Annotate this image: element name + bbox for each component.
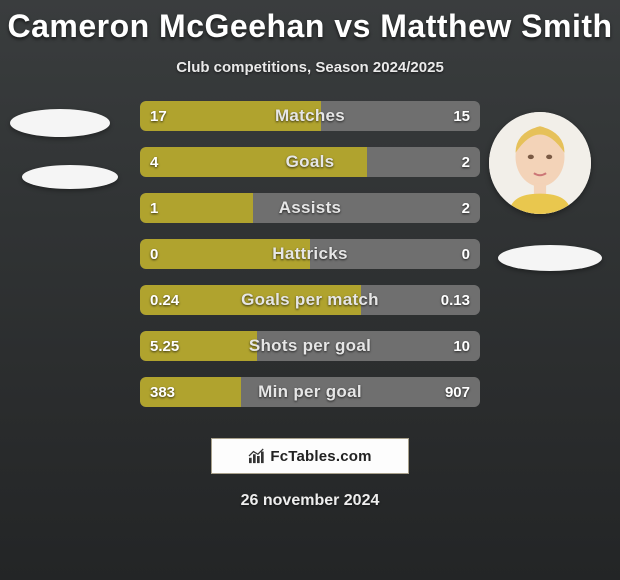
stat-value-left: 0.24 [150,285,179,315]
stat-row: Goals per match0.24 0.13 [140,285,480,315]
stat-value-left: 1 [150,193,158,223]
stat-label: Min per goal [140,377,480,407]
stat-value-left: 383 [150,377,175,407]
stat-row: Shots per goal5.25 10 [140,331,480,361]
stat-value-left: 4 [150,147,158,177]
player-right-avatar [489,112,591,214]
stat-value-right: 15 [453,101,470,131]
stat-row: Assists1 2 [140,193,480,223]
footer-date: 26 november 2024 [241,492,380,510]
stat-label: Shots per goal [140,331,480,361]
stat-bars: Matches1715Goals42Assists12Hattricks00Go… [140,101,480,423]
stat-value-right: 2 [462,193,470,223]
stat-value-right: 0.13 [441,285,470,315]
stat-label: Matches [140,101,480,131]
stat-value-left: 0 [150,239,158,269]
fctables-logo[interactable]: FcTables.com [211,438,409,474]
player-left-avatar-placeholder-top [10,109,110,137]
stat-label: Hattricks [140,239,480,269]
player-left-avatar-placeholder-bottom [22,165,118,189]
page-title: Cameron McGeehan vs Matthew Smith [7,8,612,45]
page-subtitle: Club competitions, Season 2024/2025 [176,59,444,76]
stat-label: Goals [140,147,480,177]
stat-value-right: 2 [462,147,470,177]
stat-row: Min per goal383 907 [140,377,480,407]
stat-value-right: 907 [445,377,470,407]
logo-text: FcTables.com [270,448,371,465]
logo-chart-icon [248,448,266,464]
stat-label: Assists [140,193,480,223]
stat-value-left: 5.25 [150,331,179,361]
stat-value-left: 17 [150,101,167,131]
player-right-badge-ellipse [498,245,602,271]
comparison-chart: Matches1715Goals42Assists12Hattricks00Go… [0,96,620,580]
stat-row: Hattricks0 0 [140,239,480,269]
stat-row: Goals4 2 [140,147,480,177]
stat-value-right: 0 [462,239,470,269]
stat-label: Goals per match [140,285,480,315]
stat-row: Matches17 15 [140,101,480,131]
stat-value-right: 10 [453,331,470,361]
